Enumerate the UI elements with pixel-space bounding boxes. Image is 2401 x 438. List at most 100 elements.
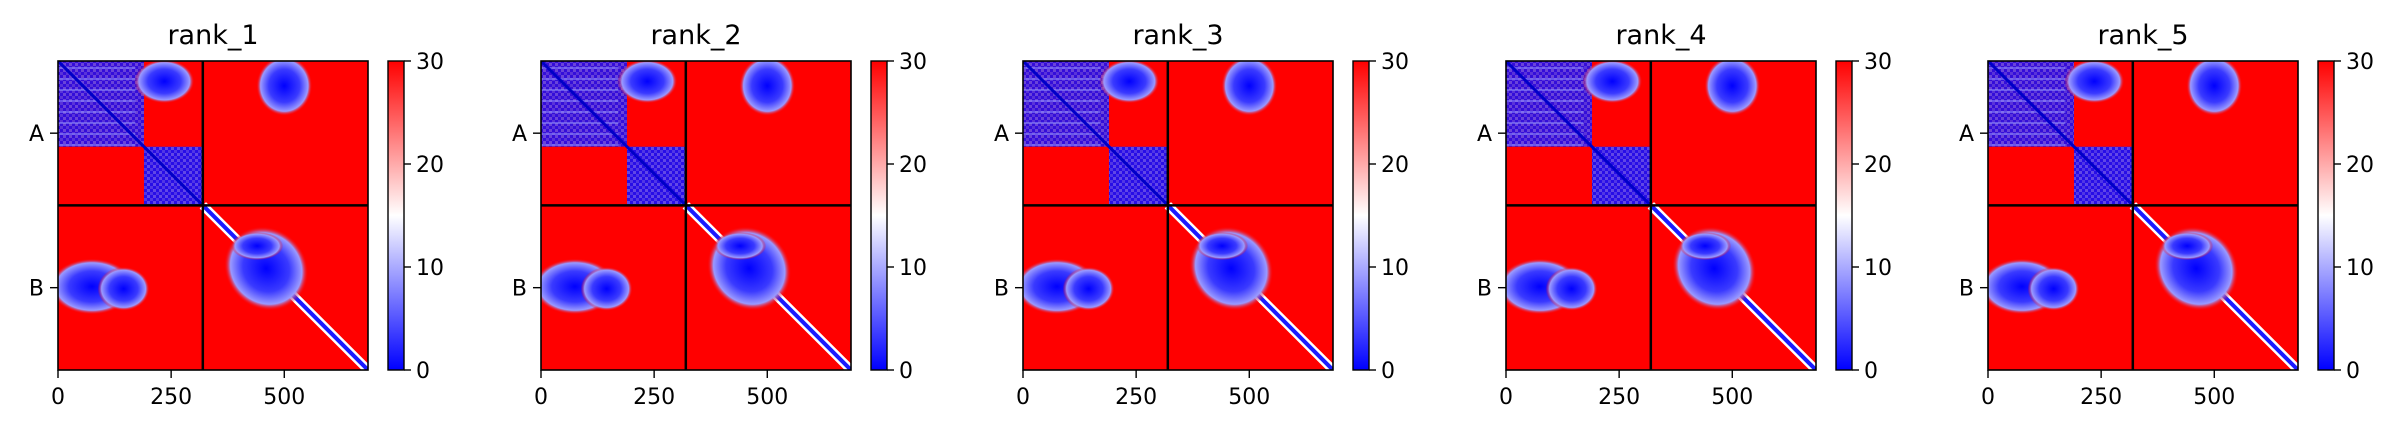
chain-a-streak (1988, 67, 2066, 69)
x-tick-label: 0 (1981, 385, 1995, 410)
contact-blob (1704, 61, 1761, 116)
panel-title: rank_5 (2097, 20, 2188, 51)
chain-a-streak (1023, 89, 1101, 91)
contact-blob (1582, 61, 1643, 104)
colorbar: 0 10 20 30 (1352, 50, 1409, 384)
chain-a-streak (1988, 133, 2066, 135)
chain-a-streak (541, 67, 619, 69)
chain-a-diagonal (1023, 61, 1169, 207)
contact-blob (134, 61, 195, 104)
colorbar-gradient (1836, 61, 1852, 370)
colorbar-gradient (2318, 61, 2334, 370)
chain-a-streak (1988, 144, 2066, 146)
chain-a-streak (541, 133, 619, 135)
chain-a-streak (541, 78, 619, 80)
contact-blob (1221, 61, 1278, 116)
chain-a-streak (1506, 89, 1584, 91)
chain-a-streak (541, 122, 619, 124)
colorbar-tick-label: 30 (416, 50, 444, 75)
contact-blob (739, 61, 796, 116)
colorbar-gradient (388, 61, 404, 370)
colorbar-tick-label: 30 (1381, 50, 1409, 75)
colorbar-gradient (1353, 61, 1369, 370)
chain-a-streak (1023, 111, 1101, 113)
colorbar-tick-label: 20 (1381, 153, 1409, 178)
chain-a-streak (1988, 78, 2066, 80)
colorbar-tick-label: 20 (416, 153, 444, 178)
colorbar-tick-label: 10 (2346, 256, 2374, 281)
x-tick-label: 0 (534, 385, 548, 410)
chain-a-streak (1023, 133, 1101, 135)
contact-blob (617, 61, 678, 104)
x-tick-label: 250 (633, 385, 675, 410)
chain-a-streak (1023, 122, 1101, 124)
panel-title: rank_1 (167, 20, 258, 51)
contact-blob (1099, 61, 1160, 104)
contact-blob (2027, 266, 2080, 311)
colorbar-tick-label: 0 (1864, 359, 1878, 384)
colorbar-tick-label: 0 (1381, 359, 1395, 384)
contact-blob (2064, 61, 2125, 104)
chain-a-streak (58, 67, 136, 69)
y-tick-label: B (1959, 277, 1974, 302)
chain-a-streak (541, 144, 619, 146)
colorbar-tick-label: 30 (899, 50, 927, 75)
panel-title: rank_3 (1132, 20, 1223, 51)
y-tick-label: A (29, 122, 44, 147)
colorbar-frame (1352, 60, 1370, 371)
chain-a-streak (1023, 78, 1101, 80)
chain-a-diagonal (58, 61, 204, 207)
pae-panel-3: rank_3 0 250 500 A B 0 10 20 30 (994, 20, 1409, 410)
x-tick-label: 500 (1711, 385, 1753, 410)
x-tick-label: 500 (263, 385, 305, 410)
plot-frame (57, 60, 369, 371)
y-tick-label: A (994, 122, 1009, 147)
colorbar-tick-label: 10 (1864, 256, 1892, 281)
chain-a-streak (1023, 67, 1101, 69)
x-tick-label: 250 (1598, 385, 1640, 410)
pae-panel-4: rank_4 0 250 500 A B 0 10 20 30 (1477, 20, 1892, 410)
colorbar-tick-label: 30 (2346, 50, 2374, 75)
chain-a-diagonal (1506, 61, 1652, 207)
pae-heatmap (1023, 61, 1333, 370)
x-tick-label: 0 (1499, 385, 1513, 410)
contact-blob (580, 266, 633, 311)
x-tick-label: 500 (746, 385, 788, 410)
pae-panel-2: rank_2 0 250 500 A B 0 10 20 30 (512, 20, 927, 410)
pae-heatmap (1988, 61, 2298, 370)
colorbar-tick-label: 20 (1864, 153, 1892, 178)
colorbar-tick-label: 10 (1381, 256, 1409, 281)
chain-a-streak (541, 89, 619, 91)
colorbar-tick-label: 0 (2346, 359, 2360, 384)
x-tick-label: 0 (1016, 385, 1030, 410)
colorbar-gradient (871, 61, 887, 370)
chain-a-streak (1506, 67, 1584, 69)
contact-blob (2186, 61, 2243, 116)
colorbar: 0 10 20 30 (387, 50, 444, 384)
colorbar-tick-label: 10 (899, 256, 927, 281)
y-tick-label: B (512, 277, 527, 302)
chain-a-streak (58, 122, 136, 124)
y-tick-label: A (1477, 122, 1492, 147)
chain-a-streak (1988, 111, 2066, 113)
panel-title: rank_2 (650, 20, 741, 51)
chain-a-streak (1506, 144, 1584, 146)
chain-a-streak (1506, 122, 1584, 124)
plot-frame (1987, 60, 2299, 371)
chain-a-streak (58, 133, 136, 135)
contact-blob (1062, 266, 1115, 311)
chain-a-streak (58, 78, 136, 80)
chain-a-streak (1506, 133, 1584, 135)
x-tick-label: 250 (2080, 385, 2122, 410)
colorbar-tick-label: 0 (416, 359, 430, 384)
colorbar-tick-label: 20 (2346, 153, 2374, 178)
x-tick-label: 250 (150, 385, 192, 410)
pae-heatmap (58, 61, 368, 370)
x-tick-label: 0 (51, 385, 65, 410)
x-tick-label: 500 (1228, 385, 1270, 410)
contact-blob (97, 266, 150, 311)
chain-b-domain-arm (231, 231, 284, 260)
chain-a-diagonal (1988, 61, 2134, 207)
pae-heatmap (1506, 61, 1816, 370)
chain-b-domain-arm (1679, 231, 1732, 260)
